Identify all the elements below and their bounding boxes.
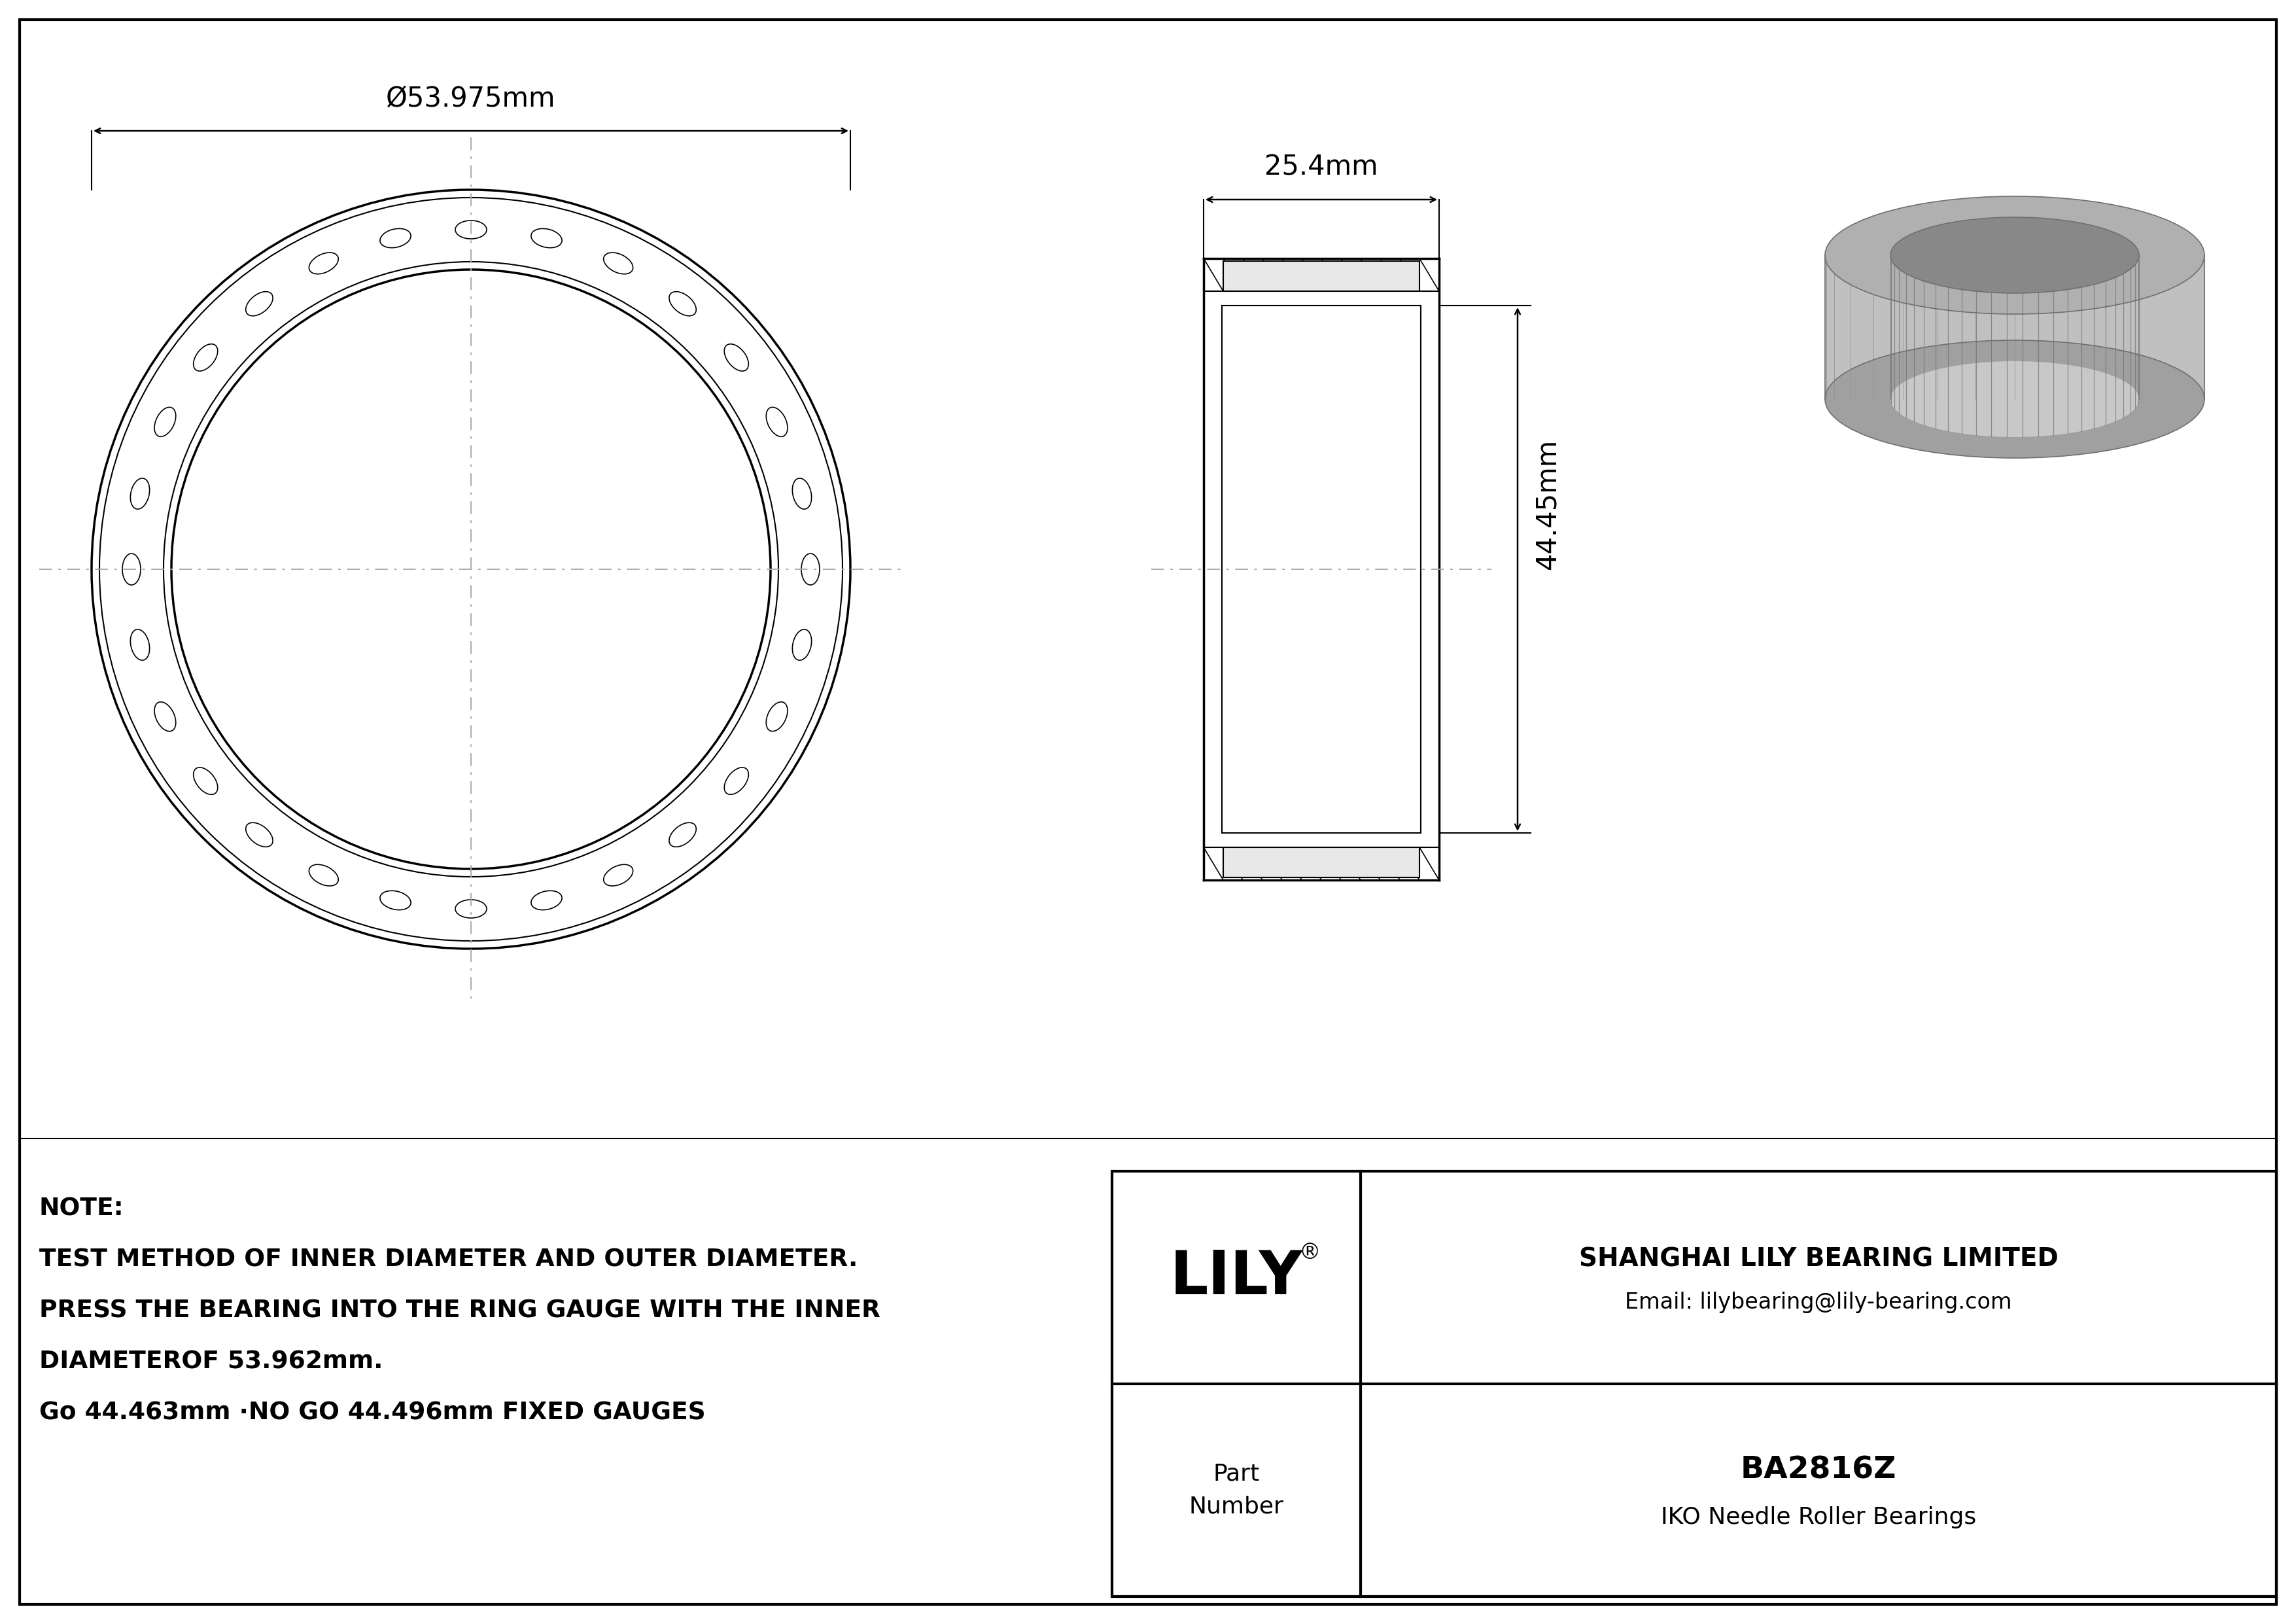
Text: Ø53.975mm: Ø53.975mm: [386, 84, 556, 112]
Ellipse shape: [1890, 361, 2140, 437]
Ellipse shape: [1825, 341, 2204, 458]
Text: Go 44.463mm ·NO GO 44.496mm FIXED GAUGES: Go 44.463mm ·NO GO 44.496mm FIXED GAUGES: [39, 1402, 705, 1426]
Ellipse shape: [1825, 197, 2204, 313]
Bar: [1224, 261, 1419, 291]
Text: Part
Number: Part Number: [1189, 1463, 1283, 1518]
Text: Email: lilybearing@lily-bearing.com: Email: lilybearing@lily-bearing.com: [1626, 1291, 2011, 1314]
Text: TEST METHOD OF INNER DIAMETER AND OUTER DIAMETER.: TEST METHOD OF INNER DIAMETER AND OUTER …: [39, 1249, 859, 1272]
Bar: [1224, 848, 1419, 877]
Text: DIAMETEROF 53.962mm.: DIAMETEROF 53.962mm.: [39, 1351, 383, 1374]
Text: LILY: LILY: [1171, 1249, 1302, 1307]
Ellipse shape: [1890, 218, 2140, 292]
Text: PRESS THE BEARING INTO THE RING GAUGE WITH THE INNER: PRESS THE BEARING INTO THE RING GAUGE WI…: [39, 1299, 879, 1324]
Text: ®: ®: [1300, 1242, 1320, 1263]
Text: IKO Needle Roller Bearings: IKO Needle Roller Bearings: [1660, 1507, 1977, 1528]
Text: NOTE:: NOTE:: [39, 1197, 124, 1221]
Ellipse shape: [1825, 341, 2204, 458]
Polygon shape: [1825, 255, 2204, 400]
Text: 44.45mm: 44.45mm: [1534, 438, 1561, 570]
Bar: [1111, 1171, 2275, 1596]
Text: 25.4mm: 25.4mm: [1265, 154, 1378, 182]
Text: BA2816Z: BA2816Z: [1740, 1455, 1896, 1486]
Text: SHANGHAI LILY BEARING LIMITED: SHANGHAI LILY BEARING LIMITED: [1580, 1247, 2057, 1272]
